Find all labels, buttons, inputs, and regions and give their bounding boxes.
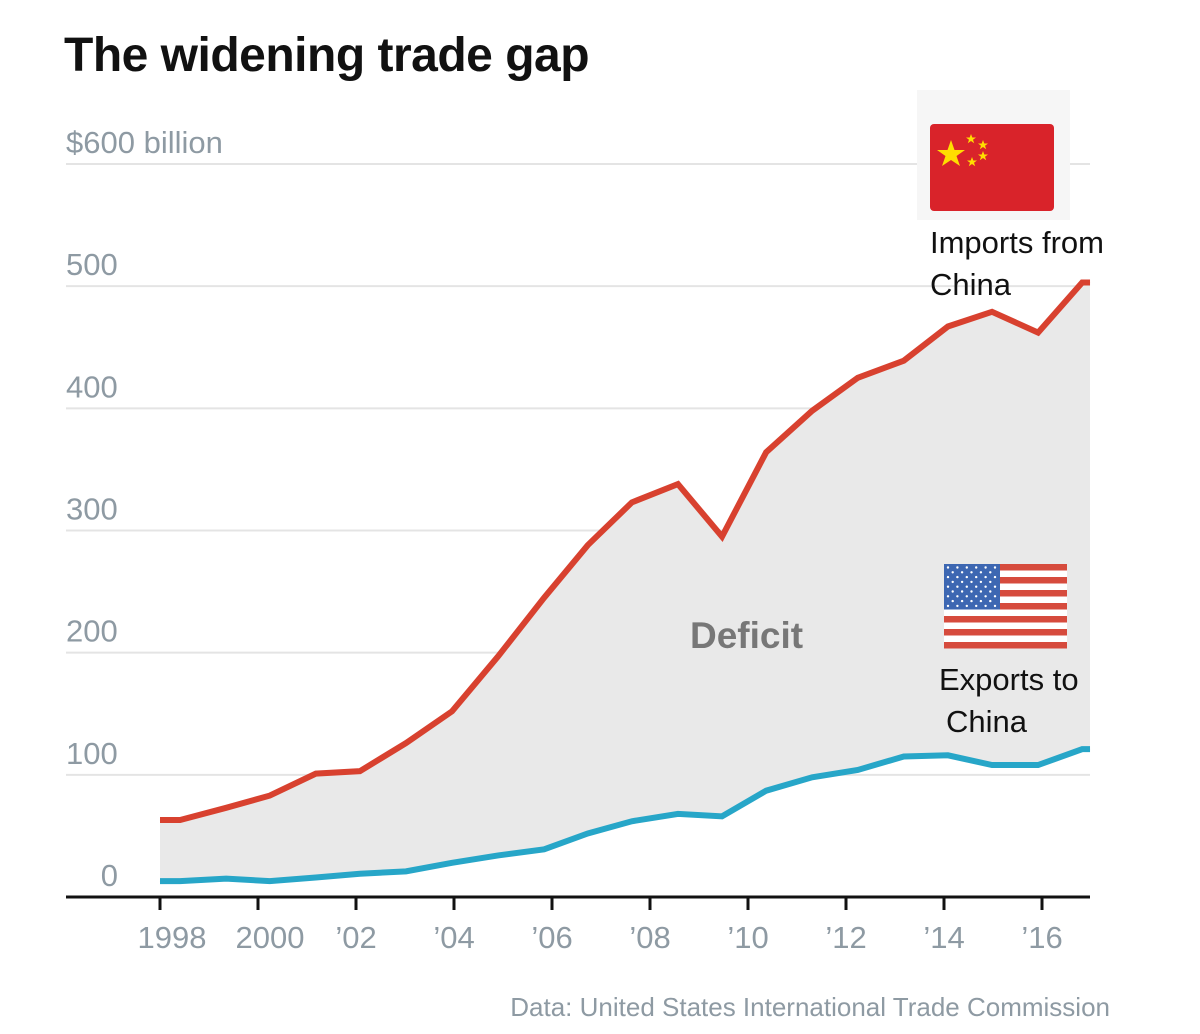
usa-flag-icon [944, 564, 1067, 649]
deficit-area [160, 282, 1091, 882]
source-note: Data: United States International Trade … [510, 992, 1110, 1022]
x-tick-label: ’02 [335, 920, 376, 955]
x-tick-label: ’08 [629, 920, 670, 955]
exports-label-line2: China [946, 704, 1028, 739]
x-tick-label: ’04 [433, 920, 474, 955]
y-tick-label: 0 [101, 858, 118, 893]
x-tick-label: ’12 [825, 920, 866, 955]
x-tick-label: ’14 [923, 920, 964, 955]
x-tick-label: ’16 [1021, 920, 1062, 955]
y-tick-label: 100 [66, 736, 118, 771]
x-tick-label: 1998 [138, 920, 207, 955]
y-tick-label: 200 [66, 614, 118, 649]
imports-label-line1: Imports from [930, 225, 1104, 260]
china-flag-icon [917, 90, 1070, 220]
x-tick-label: ’06 [531, 920, 572, 955]
imports-label-line2: China [930, 267, 1012, 302]
y-tick-label: 400 [66, 369, 118, 404]
deficit-label: Deficit [690, 615, 803, 656]
chart-title: The widening trade gap [64, 29, 590, 82]
y-tick-label: $600 billion [66, 125, 223, 160]
x-tick-label: ’10 [727, 920, 768, 955]
y-tick-label: 500 [66, 247, 118, 282]
y-tick-label: 300 [66, 491, 118, 526]
exports-label-line1: Exports to [939, 662, 1079, 697]
x-tick-label: 2000 [236, 920, 305, 955]
